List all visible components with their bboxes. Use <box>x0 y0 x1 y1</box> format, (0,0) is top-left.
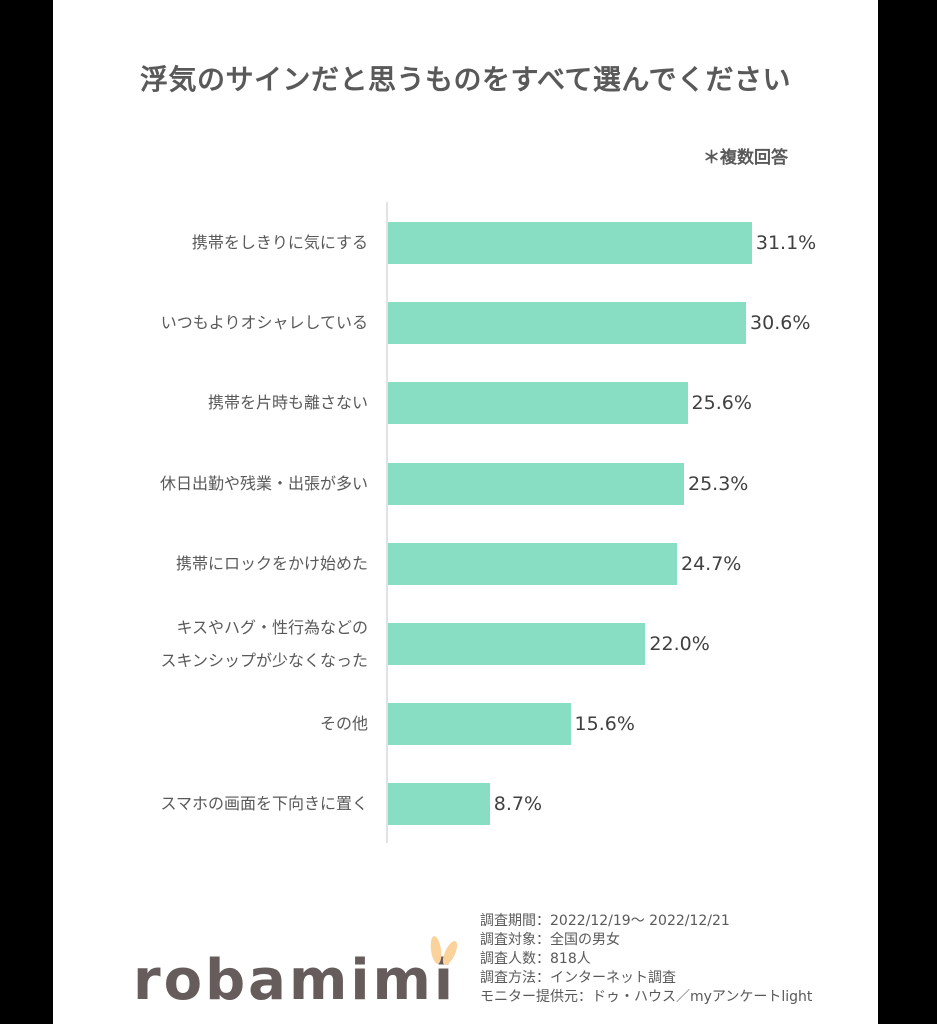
value-label: 22.0% <box>649 633 710 655</box>
bar-row: 携帯をしきりに気にする 31.1% <box>53 222 878 264</box>
value-label: 25.3% <box>688 472 749 495</box>
bar <box>388 542 677 585</box>
chart-page: 浮気のサインだと思うものをすべて選んでください ＊複数回答 携帯をしきりに気にす… <box>53 0 878 1024</box>
category-label: いつもよりオシャレしている <box>161 302 368 344</box>
bar <box>388 222 752 264</box>
bar-row: その他 15.6% <box>53 703 878 746</box>
multiple-answer-note: ＊複数回答 <box>703 148 788 168</box>
survey-provider: モニター提供元：ドゥ・ハウス／myアンケートlight <box>480 989 813 1005</box>
category-label-line: 携帯を片時も離さない <box>207 393 368 413</box>
bar-row: 携帯にロックをかけ始めた 24.7% <box>53 542 878 585</box>
value-label: 25.6% <box>691 392 752 415</box>
value-label: 31.1% <box>755 232 817 254</box>
category-label: 携帯にロックをかけ始めた <box>176 543 368 585</box>
category-label-line: 携帯をしきりに気にする <box>191 233 368 252</box>
value-label: 30.6% <box>750 312 811 335</box>
bar-row: スマホの画面を下向きに置く 8.7% <box>53 783 878 826</box>
category-label: 携帯をしきりに気にする <box>192 222 368 264</box>
category-label: 携帯を片時も離さない <box>208 382 368 424</box>
category-label-line: その他 <box>319 714 368 734</box>
value-label: 8.7% <box>493 793 543 816</box>
robamimi-logo: robamimi <box>133 948 457 1013</box>
category-label-line: スマホの画面を下向きに置く <box>160 794 368 814</box>
bar <box>388 703 571 746</box>
bar <box>388 783 490 826</box>
category-label-line: いつもよりオシャレしている <box>160 313 368 333</box>
chart-title: 浮気のサインだと思うものをすべて選んでください <box>139 63 792 96</box>
y-axis-line <box>386 202 388 843</box>
category-label-line: スキンシップが少なくなった <box>160 651 368 670</box>
bar <box>388 623 646 665</box>
survey-period: 調査期間：2022/12/19～ 2022/12/21 <box>480 913 730 929</box>
bar-row: 携帯を片時も離さない 25.6% <box>53 382 878 425</box>
value-label: 24.7% <box>680 552 742 575</box>
value-label: 15.6% <box>574 713 635 736</box>
survey-target: 調査対象：全国の男女 <box>480 932 620 948</box>
bar-row: 休日出勤や残業・出張が多い 25.3% <box>53 462 878 505</box>
bar-row: いつもよりオシャレしている 30.6% <box>53 302 878 345</box>
category-label: その他 <box>320 703 368 745</box>
category-label: キスやハグ・性行為などのスキンシップが少なくなった <box>160 618 368 670</box>
survey-method: 調査方法：インターネット調査 <box>480 970 676 986</box>
survey-count: 調査人数：818人 <box>480 951 591 967</box>
bar <box>388 462 684 505</box>
bar-row: キスやハグ・性行為などのスキンシップが少なくなった 22.0% <box>53 618 878 670</box>
bar <box>388 382 688 425</box>
category-label-line: キスやハグ・性行為などの <box>176 618 368 637</box>
category-label: 休日出勤や残業・出張が多い <box>160 463 368 505</box>
bar <box>388 302 747 345</box>
category-label: スマホの画面を下向きに置く <box>160 783 368 825</box>
category-label-line: 携帯にロックをかけ始めた <box>175 553 368 573</box>
category-label-line: 休日出勤や残業・出張が多い <box>159 473 368 493</box>
survey-info: 調査期間：2022/12/19～ 2022/12/21 調査対象：全国の男女 調… <box>480 912 812 1007</box>
